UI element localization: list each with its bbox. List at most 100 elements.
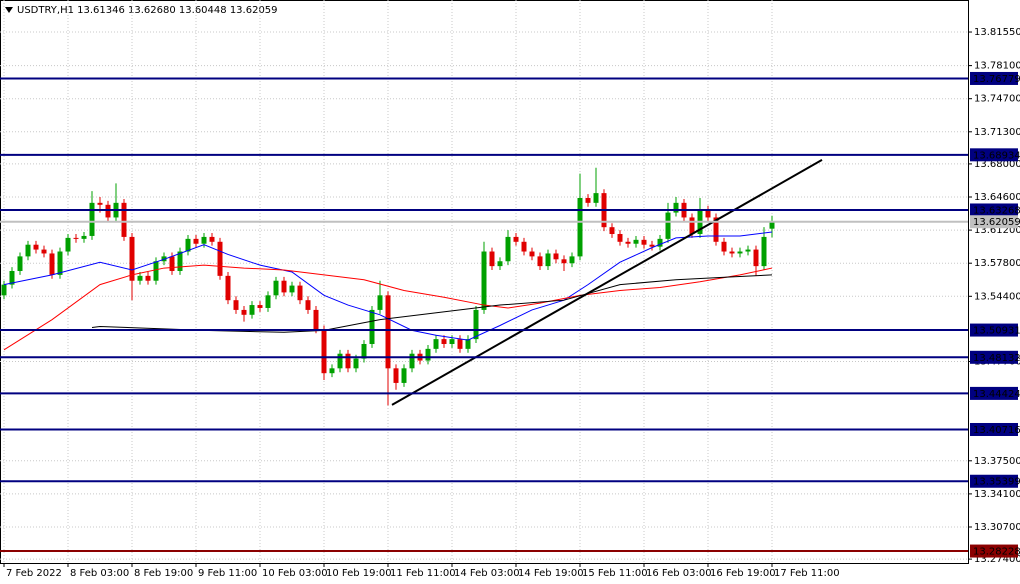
candle-body xyxy=(769,221,775,229)
candle-body xyxy=(553,253,559,260)
chart-title: USDTRY,H1 13.61346 13.62680 13.60448 13.… xyxy=(17,5,278,16)
candle-body xyxy=(377,295,383,310)
candle-body xyxy=(433,339,439,349)
level-label-box xyxy=(970,544,1018,558)
candle-body xyxy=(225,275,231,301)
candle-body xyxy=(745,249,751,252)
level-label-box xyxy=(970,350,1018,364)
candle-body xyxy=(1,284,7,296)
level-label: 13.35399 xyxy=(973,477,1020,488)
candle-body xyxy=(449,339,455,344)
level-label: 13.68934 xyxy=(973,150,1020,161)
candle-body xyxy=(689,217,695,234)
x-tick-label: 15 Feb 11:00 xyxy=(582,568,648,579)
y-tick-label: 13.78100 xyxy=(974,61,1020,72)
level-label: 13.48132 xyxy=(973,353,1020,364)
candle-body xyxy=(81,235,87,239)
candle-body xyxy=(105,204,111,218)
candle-body xyxy=(729,251,735,254)
candle-body xyxy=(497,261,503,267)
candle-body xyxy=(393,368,399,383)
candle-body xyxy=(289,285,295,293)
y-tick-label: 13.71300 xyxy=(974,127,1020,138)
candle-body xyxy=(633,239,639,244)
y-tick-label: 13.81550 xyxy=(974,27,1020,38)
candle-body xyxy=(145,275,151,281)
level-label: 13.62059 xyxy=(973,217,1020,228)
candle-body xyxy=(753,249,759,267)
candle-body xyxy=(57,251,63,275)
candle-body xyxy=(281,280,287,293)
candle-body xyxy=(265,295,271,308)
candle-body xyxy=(17,256,23,271)
candle-body xyxy=(673,202,679,213)
candle-body xyxy=(625,241,631,244)
candle-body xyxy=(481,251,487,310)
level-label-box xyxy=(970,422,1018,436)
candle-body xyxy=(529,251,535,257)
candle-body xyxy=(273,280,279,296)
candle-body xyxy=(409,353,415,369)
x-tick-label: 8 Feb 03:00 xyxy=(70,568,129,579)
level-label: 13.44424 xyxy=(973,389,1020,400)
plot-area xyxy=(0,0,968,563)
candle-body xyxy=(505,236,511,262)
candle-body xyxy=(441,339,447,344)
x-tick-label: 11 Feb 11:00 xyxy=(390,568,456,579)
candle-body xyxy=(329,368,335,374)
candle-body xyxy=(425,348,431,361)
candle-body xyxy=(657,238,663,247)
candle-body xyxy=(353,358,359,369)
y-tick-label: 13.27400 xyxy=(974,554,1020,565)
y-tick-label: 13.57800 xyxy=(974,258,1020,269)
candle-body xyxy=(121,202,127,237)
y-tick-label: 13.74700 xyxy=(974,94,1020,105)
symbol-menu-icon[interactable] xyxy=(5,7,13,13)
candle-body xyxy=(521,241,527,252)
candle-body xyxy=(217,241,223,276)
candle-body xyxy=(241,309,247,315)
candle-body xyxy=(185,238,191,252)
level-label: 13.40716 xyxy=(973,425,1020,436)
candle-body xyxy=(65,237,71,252)
level-label: 13.50931 xyxy=(973,326,1020,337)
candle-body xyxy=(313,309,319,330)
candle-body xyxy=(593,193,599,203)
candle-body xyxy=(585,197,591,203)
candle-body xyxy=(209,236,215,242)
candle-body xyxy=(473,309,479,340)
level-label-box xyxy=(970,215,1018,229)
candle-body xyxy=(569,256,575,264)
candle-body xyxy=(33,244,39,250)
candle-body xyxy=(73,237,79,239)
y-tick-label: 13.54400 xyxy=(974,291,1020,302)
candle-body xyxy=(721,241,727,252)
candle-body xyxy=(369,309,375,344)
candle-body xyxy=(713,217,719,242)
trend-line xyxy=(391,159,823,406)
candle-body xyxy=(153,261,159,281)
candle-body xyxy=(737,251,743,254)
x-tick-label: 7 Feb 2022 xyxy=(6,568,62,579)
y-tick-label: 13.30700 xyxy=(974,522,1020,533)
candle-body xyxy=(561,259,567,264)
candle-body xyxy=(577,197,583,257)
candle-body xyxy=(41,249,47,254)
y-tick-label: 13.34100 xyxy=(974,489,1020,500)
level-label-box xyxy=(970,474,1018,488)
candle-body xyxy=(537,256,543,267)
candle-body xyxy=(457,339,463,349)
level-label-box xyxy=(970,323,1018,337)
level-label-box xyxy=(970,386,1018,400)
level-label: 13.76779 xyxy=(973,74,1020,85)
y-tick-label: 13.68000 xyxy=(974,159,1020,170)
candle-body xyxy=(89,202,95,236)
candle-body xyxy=(9,270,15,285)
level-label: 13.28228 xyxy=(973,547,1020,558)
candle-body xyxy=(401,368,407,383)
candle-body xyxy=(249,305,255,315)
candle-body xyxy=(649,244,655,247)
x-tick-label: 14 Feb 03:00 xyxy=(454,568,520,579)
candle-body xyxy=(129,236,135,281)
